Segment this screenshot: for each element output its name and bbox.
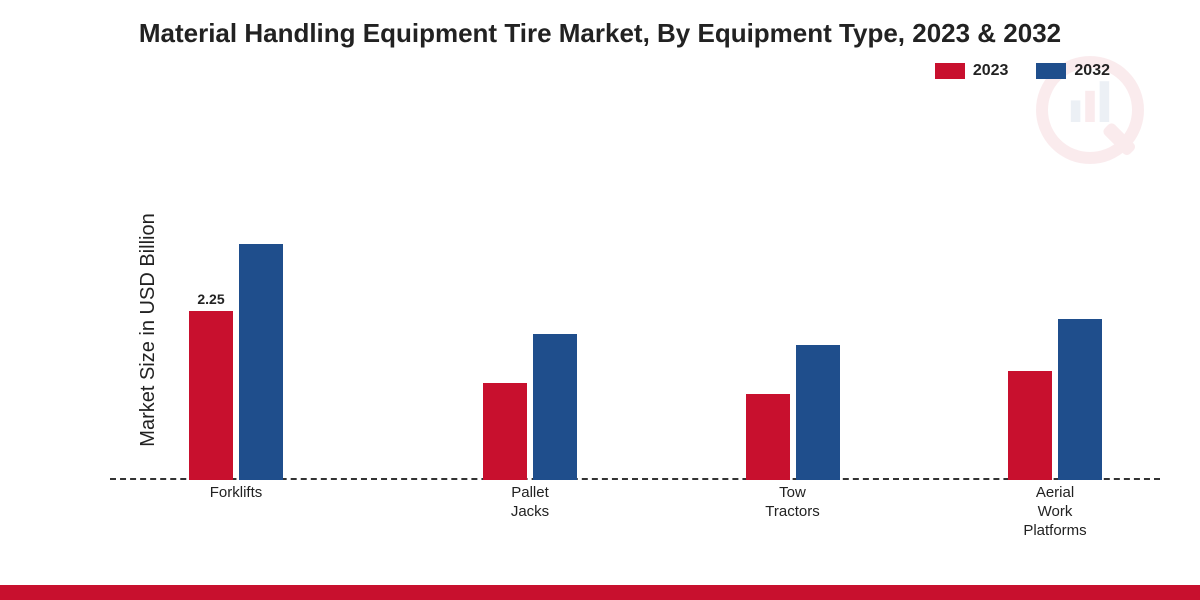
bar — [1008, 371, 1052, 480]
category-label: PalletJacks — [470, 484, 590, 522]
category-label: Forklifts — [176, 484, 296, 503]
plot-area: 2.25 — [110, 120, 1160, 480]
bar — [1058, 319, 1102, 480]
bar — [239, 244, 283, 480]
bar-group — [1008, 319, 1102, 480]
chart-area: Market Size in USD Billion 2.25 Forklift… — [40, 100, 1180, 560]
chart-title: Material Handling Equipment Tire Market,… — [0, 18, 1200, 49]
bar-group — [746, 345, 840, 480]
category-label: AerialWorkPlatforms — [995, 484, 1115, 540]
bar-group: 2.25 — [189, 244, 283, 480]
legend-label-2023: 2023 — [973, 62, 1009, 80]
bar — [483, 383, 527, 481]
legend-swatch-2023 — [935, 63, 965, 79]
legend-item-2023: 2023 — [935, 62, 1009, 80]
bar: 2.25 — [189, 311, 233, 480]
footer-accent-bar — [0, 585, 1200, 600]
legend-item-2032: 2032 — [1036, 62, 1110, 80]
bar-value-label: 2.25 — [197, 291, 224, 307]
bar — [746, 394, 790, 480]
legend: 2023 2032 — [935, 62, 1110, 80]
bar — [533, 334, 577, 480]
bar — [796, 345, 840, 480]
category-labels: Forklifts PalletJacks TowTractors AerialWor… — [110, 480, 1160, 560]
bar-group — [483, 334, 577, 480]
legend-swatch-2032 — [1036, 63, 1066, 79]
legend-label-2032: 2032 — [1074, 62, 1110, 80]
category-label: TowTractors — [733, 484, 853, 522]
